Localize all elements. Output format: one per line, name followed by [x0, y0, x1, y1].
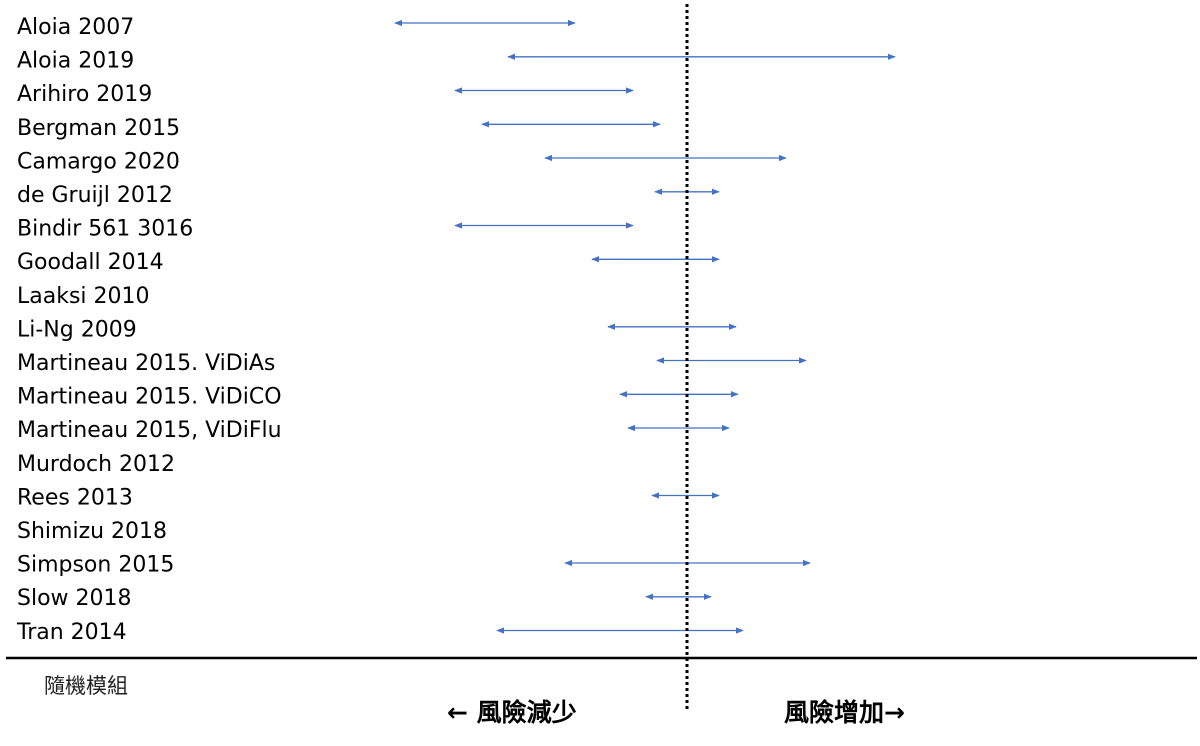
- study-label: Simpson 2015: [17, 553, 174, 578]
- confidence-intervals: [394, 19, 896, 634]
- study-label: Arihiro 2019: [17, 82, 152, 107]
- study-label: Martineau 2015. ViDiAs: [17, 351, 275, 376]
- study-label: Tran 2014: [16, 620, 127, 645]
- study-label: Rees 2013: [17, 485, 133, 510]
- study-label: Shimizu 2018: [17, 519, 167, 544]
- study-label: Aloia 2007: [17, 15, 134, 40]
- study-label: Slow 2018: [17, 586, 132, 611]
- study-label: Li-Ng 2009: [17, 317, 137, 342]
- risk-decrease-label: ← 風險減少: [447, 698, 577, 727]
- study-label: Martineau 2015, ViDiFlu: [17, 418, 282, 443]
- study-label: Bergman 2015: [17, 116, 180, 141]
- study-labels: Aloia 2007 Aloia 2019 Arihiro 2019 Bergman …: [16, 15, 282, 645]
- study-label: de Gruijl 2012: [17, 183, 173, 208]
- risk-increase-label: 風險增加→: [784, 698, 905, 727]
- random-effects-label: 隨機模組: [44, 674, 128, 698]
- study-label: Camargo 2020: [17, 149, 180, 174]
- study-label: Martineau 2015. ViDiCO: [17, 385, 282, 410]
- study-label: Murdoch 2012: [17, 452, 175, 477]
- study-label: Bindir 561 3016: [17, 217, 193, 242]
- study-label: Aloia 2019: [17, 49, 134, 74]
- study-label: Laaksi 2010: [17, 284, 150, 309]
- study-label: Goodall 2014: [17, 250, 164, 275]
